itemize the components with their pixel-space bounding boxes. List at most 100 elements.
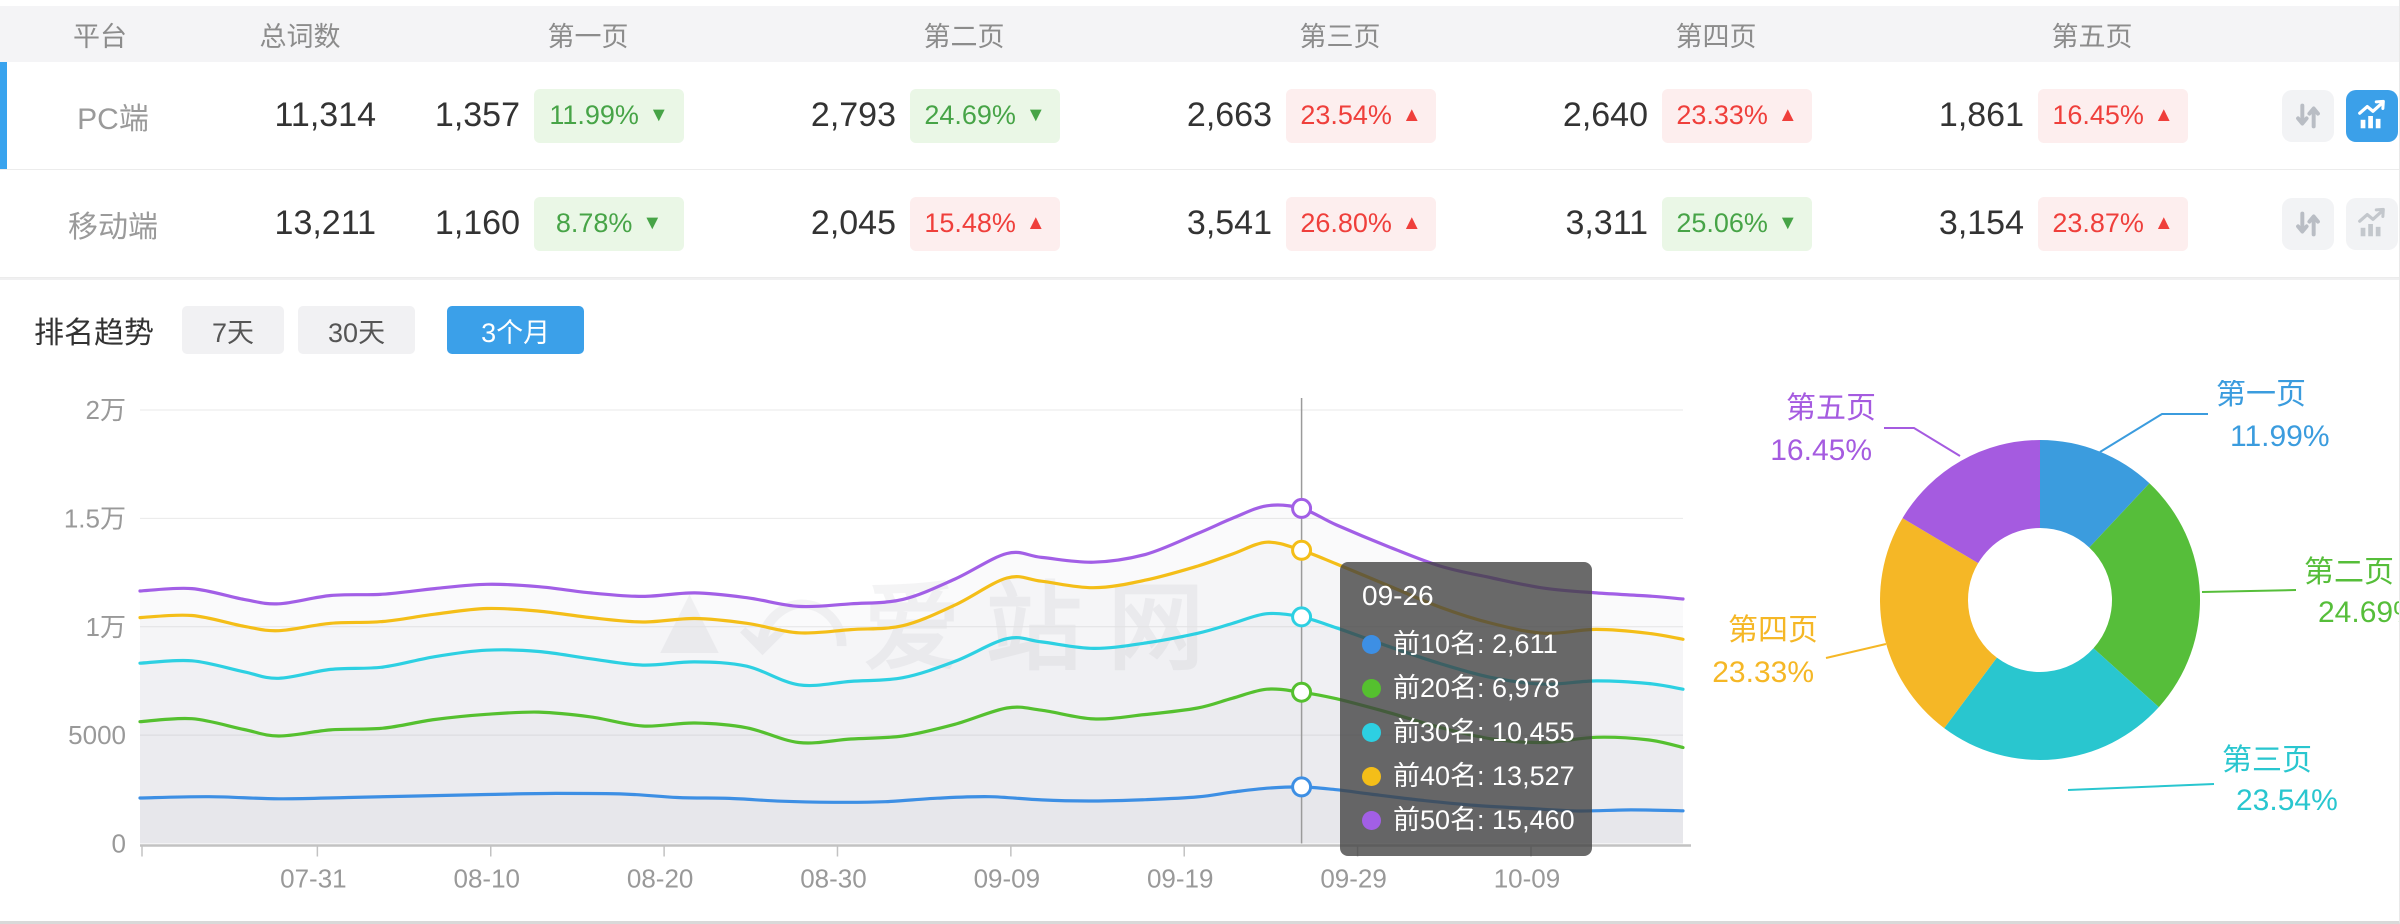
donut-label-percent: 16.45% xyxy=(1770,434,1872,467)
page3-cell: 2,663 23.54% ▲ xyxy=(1152,88,1528,143)
series-dot-top40 xyxy=(1362,766,1381,786)
donut-label-percent: 23.33% xyxy=(1712,656,1814,689)
change-badge: 25.06% ▼ xyxy=(1662,196,1812,251)
selected-row-indicator xyxy=(0,62,7,169)
donut-slice-第二页[interactable] xyxy=(2089,483,2200,708)
table-row-pc[interactable]: PC端 11,314 1,357 11.99% ▼ 2,793 24.69% ▼ 2… xyxy=(0,62,2399,170)
trend-arrow-icon: ▼ xyxy=(1025,104,1046,126)
trend-arrow-icon: ▲ xyxy=(1777,104,1798,126)
col-total: 总词数 xyxy=(259,21,341,52)
x-axis-label: 08-30 xyxy=(800,864,867,894)
table-row-mobile[interactable]: 移动端 13,211 1,160 8.78% ▼ 2,045 15.48% ▲ 3,… xyxy=(0,170,2399,278)
trend-arrow-icon: ▼ xyxy=(648,104,669,126)
series-dot-top10 xyxy=(1362,634,1381,654)
x-axis-label: 07-31 xyxy=(280,864,347,894)
donut-label-name: 第一页 xyxy=(2216,380,2306,411)
tooltip-item: 前10名: 2,611 xyxy=(1362,622,1570,666)
page1-cell: 1,160 8.78% ▼ xyxy=(400,196,776,251)
donut-slice-第三页[interactable] xyxy=(1944,648,2159,760)
up-down-arrows-icon xyxy=(2296,211,2320,236)
trend-chart-button[interactable] xyxy=(2346,89,2398,142)
series-dot-top30 xyxy=(1362,722,1381,742)
rank-trend-line-chart[interactable]: 0 5000 1万 1.5万 2万 07-31 08-10 08-20 08-30 09-09 09… xyxy=(0,380,1700,920)
change-badge: 16.45% ▲ xyxy=(2038,88,2188,143)
page4-cell: 3,311 25.06% ▼ xyxy=(1528,196,1904,251)
donut-slice-第五页[interactable] xyxy=(1902,440,2040,564)
page2-cell: 2,045 15.48% ▲ xyxy=(776,196,1152,251)
tooltip-item: 前50名: 15,460 xyxy=(1362,798,1575,842)
total-words: 13,211 xyxy=(274,204,376,242)
donut-label-leader xyxy=(1884,427,1961,457)
donut-label-percent: 23.54% xyxy=(2236,784,2338,817)
tooltip-item: 前40名: 13,527 xyxy=(1362,754,1575,798)
up-down-arrows-icon xyxy=(2296,103,2320,128)
x-axis-label: 09-29 xyxy=(1320,864,1387,894)
sort-arrows-button[interactable] xyxy=(2282,197,2334,250)
page2-cell: 2,793 24.69% ▼ xyxy=(776,88,1152,143)
y-axis-label: 1.5万 xyxy=(64,503,126,533)
change-badge: 8.78% ▼ xyxy=(534,196,684,251)
col-page-4: 第四页 xyxy=(1675,21,1757,52)
series-line-前50名 xyxy=(138,503,1685,609)
tooltip-item: 前30名: 10,455 xyxy=(1362,710,1575,754)
tab-7-days[interactable]: 7天 xyxy=(182,306,285,354)
col-page-1: 第一页 xyxy=(547,21,629,52)
donut-label-percent: 11.99% xyxy=(2230,420,2330,453)
change-badge: 24.69% ▼ xyxy=(910,88,1060,143)
change-badge: 26.80% ▲ xyxy=(1286,196,1436,251)
change-badge: 23.54% ▲ xyxy=(1286,88,1436,143)
donut-label-leader xyxy=(2067,783,2215,791)
page4-cell: 2,640 23.33% ▲ xyxy=(1528,88,1904,143)
trend-chart-button[interactable] xyxy=(2346,197,2398,250)
y-axis-label: 1万 xyxy=(86,612,126,642)
section-divider xyxy=(0,278,2399,280)
page5-cell: 3,154 23.87% ▲ xyxy=(1904,196,2280,251)
change-badge: 23.87% ▲ xyxy=(2038,196,2188,251)
donut-label-leader xyxy=(2201,589,2297,593)
charts-region: ▲⤺ 爱站网 050001万1.5万2万07-3108-1008-2008-30… xyxy=(0,360,2400,920)
col-platform: 平台 xyxy=(73,21,127,52)
donut-label-name: 第五页 xyxy=(1786,392,1876,425)
x-axis-label: 08-10 xyxy=(453,864,520,894)
page-distribution-donut-chart[interactable]: 第一页 11.99% 第二页 24.69% 第三页 23.54% 第四页 23.33% 第五页 1… xyxy=(1700,380,2400,920)
total-words: 11,314 xyxy=(274,96,376,134)
crosshair-marker xyxy=(1291,497,1313,519)
trend-arrow-icon: ▲ xyxy=(2153,104,2174,126)
chart-tooltip: 09-26 前10名: 2,611 前20名: 6,978 前30名: 10,4… xyxy=(1340,562,1592,856)
tab-30-days[interactable]: 30天 xyxy=(298,306,416,354)
col-page-2: 第二页 xyxy=(923,21,1005,52)
trend-arrow-icon: ▲ xyxy=(1401,212,1422,234)
series-dot-top20 xyxy=(1362,678,1381,698)
x-axis-label: 09-19 xyxy=(1147,864,1214,894)
y-axis-label: 0 xyxy=(112,829,126,859)
donut-slice-第四页[interactable] xyxy=(1880,518,1997,729)
bar-trend-chart-icon xyxy=(2358,99,2385,128)
donut-label-name: 第三页 xyxy=(2222,744,2312,777)
table-header: 平台 总词数 第一页 第二页 第三页 第四页 第五页 xyxy=(0,6,2399,62)
crosshair-marker xyxy=(1291,681,1313,703)
page5-cell: 1,861 16.45% ▲ xyxy=(1904,88,2280,143)
trend-arrow-icon: ▼ xyxy=(642,212,663,234)
trend-toolbar: 排名趋势 7天 30天 3个月 xyxy=(34,306,598,354)
change-badge: 15.48% ▲ xyxy=(910,196,1060,251)
donut-slice-第一页[interactable] xyxy=(2040,440,2150,548)
platform-label: PC端 xyxy=(77,102,149,136)
donut-label-percent: 24.69% xyxy=(2318,596,2400,629)
tab-3-months[interactable]: 3个月 xyxy=(447,306,585,354)
donut-label-leader xyxy=(1825,643,1887,659)
page1-cell: 1,357 11.99% ▼ xyxy=(400,88,776,143)
platform-label: 移动端 xyxy=(68,210,158,244)
y-axis-label: 2万 xyxy=(86,395,126,425)
sort-arrows-button[interactable] xyxy=(2282,89,2334,142)
trend-arrow-icon: ▲ xyxy=(2153,212,2174,234)
trend-title: 排名趋势 xyxy=(34,317,154,350)
donut-label-leader xyxy=(2099,413,2208,453)
y-axis-label: 5000 xyxy=(68,720,126,750)
x-axis-label: 09-09 xyxy=(974,864,1041,894)
col-page-5: 第五页 xyxy=(2051,21,2133,52)
series-dot-top50 xyxy=(1362,810,1381,830)
crosshair-marker xyxy=(1291,539,1313,561)
page3-cell: 3,541 26.80% ▲ xyxy=(1152,196,1528,251)
x-axis-label: 08-20 xyxy=(627,864,694,894)
